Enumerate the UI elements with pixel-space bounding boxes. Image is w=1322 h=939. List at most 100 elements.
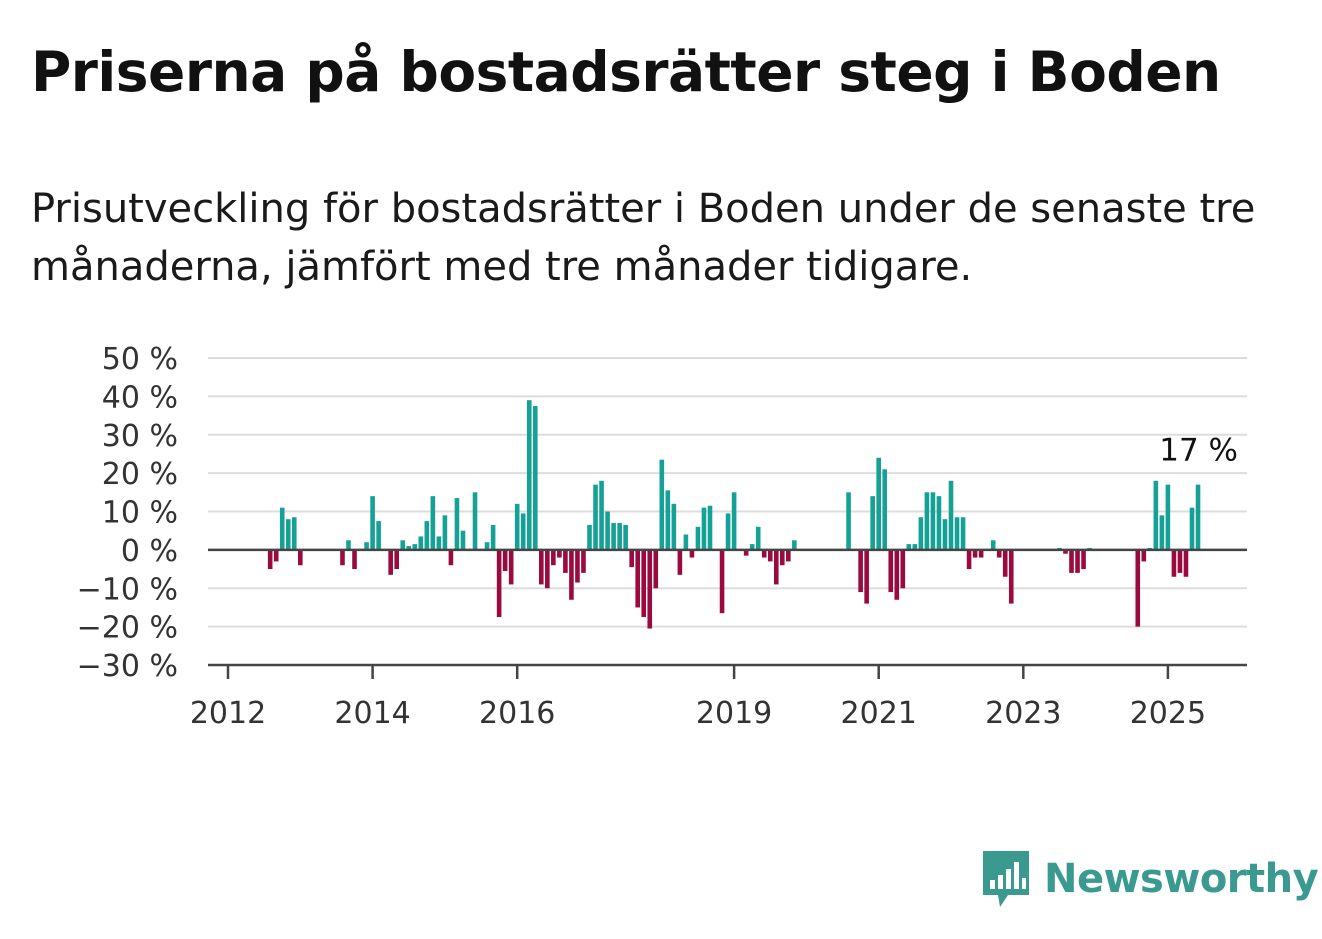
bar — [972, 549, 978, 558]
bar — [430, 496, 436, 550]
bar — [665, 490, 671, 550]
bar — [641, 549, 647, 618]
y-tick-label: −10 % — [77, 572, 178, 607]
bar — [575, 549, 580, 583]
last-value-label: 17 % — [1159, 433, 1238, 469]
bar — [1171, 549, 1177, 577]
axes — [208, 548, 1247, 667]
bar — [346, 540, 351, 550]
x-tick-label: 2016 — [479, 696, 555, 731]
bar — [990, 540, 996, 550]
bar — [749, 544, 755, 550]
bar — [671, 503, 677, 550]
bar — [454, 498, 460, 550]
bar — [545, 549, 550, 589]
bar — [936, 496, 942, 550]
bar — [502, 549, 508, 571]
bar — [786, 549, 791, 562]
bar — [954, 517, 960, 550]
x-tick-label: 2021 — [841, 696, 917, 731]
bar — [298, 549, 303, 566]
y-tick-label: 0 % — [121, 534, 178, 569]
bar — [400, 540, 406, 550]
bar — [773, 549, 779, 585]
bar — [472, 492, 478, 550]
bar — [1008, 549, 1014, 604]
bar — [611, 523, 616, 550]
bar — [520, 513, 526, 550]
bar — [526, 400, 532, 550]
bar — [1153, 480, 1159, 550]
bar — [978, 549, 984, 558]
brand-name: Newsworthy — [1044, 856, 1319, 902]
bar — [876, 457, 881, 550]
bar — [605, 511, 610, 550]
bar — [948, 480, 954, 550]
bar — [557, 549, 562, 558]
bar — [683, 534, 689, 550]
y-tick-label: 10 % — [102, 496, 178, 531]
bar — [912, 544, 918, 550]
bar — [858, 549, 863, 593]
x-tick-label: 2019 — [696, 696, 772, 731]
bar — [924, 492, 930, 550]
bar — [647, 549, 653, 629]
bar — [388, 549, 393, 575]
bar — [418, 536, 424, 550]
bar — [364, 542, 369, 550]
bar — [599, 480, 604, 550]
bar — [593, 484, 598, 550]
bars — [267, 400, 1201, 629]
y-tick-label: −30 % — [77, 649, 178, 684]
bar — [424, 521, 430, 550]
bar — [563, 549, 568, 573]
bar — [532, 405, 538, 550]
y-tick-label: 40 % — [102, 380, 178, 415]
bar — [725, 513, 731, 550]
bar — [496, 549, 502, 618]
bar — [942, 519, 948, 550]
bar — [539, 549, 544, 585]
bar — [490, 524, 496, 550]
annotations: 17 % — [1159, 433, 1238, 469]
x-tick-label: 2014 — [334, 696, 410, 731]
bar — [701, 507, 707, 550]
y-tick-label: −20 % — [77, 611, 178, 646]
bar — [508, 549, 514, 585]
bar — [659, 459, 665, 550]
bar — [436, 536, 442, 550]
bar — [761, 549, 767, 558]
bar — [617, 523, 622, 550]
bar — [767, 549, 773, 562]
bar — [551, 549, 556, 566]
y-tick-label: 20 % — [102, 457, 178, 492]
bar — [1189, 507, 1195, 550]
bar — [996, 549, 1002, 558]
bar — [695, 526, 701, 550]
bar — [376, 521, 381, 550]
bar — [906, 544, 912, 550]
bar — [882, 469, 888, 550]
bar — [1159, 515, 1165, 550]
bar — [780, 549, 785, 566]
bar — [484, 542, 490, 550]
bar — [864, 549, 869, 604]
bar — [918, 517, 924, 550]
bar — [930, 492, 936, 550]
bar — [352, 549, 357, 570]
x-tick-label: 2012 — [190, 696, 266, 731]
bar — [792, 540, 797, 550]
bar — [460, 530, 466, 550]
bar — [1141, 549, 1147, 562]
bar — [412, 544, 418, 550]
bar — [514, 503, 520, 550]
bar — [960, 517, 966, 550]
bar — [1075, 549, 1080, 573]
bar — [707, 505, 713, 550]
bar — [1165, 484, 1171, 550]
bar — [870, 496, 875, 550]
bar — [406, 546, 412, 550]
bar — [273, 549, 279, 562]
x-tick-label: 2025 — [1130, 696, 1206, 731]
bar — [1081, 549, 1086, 570]
